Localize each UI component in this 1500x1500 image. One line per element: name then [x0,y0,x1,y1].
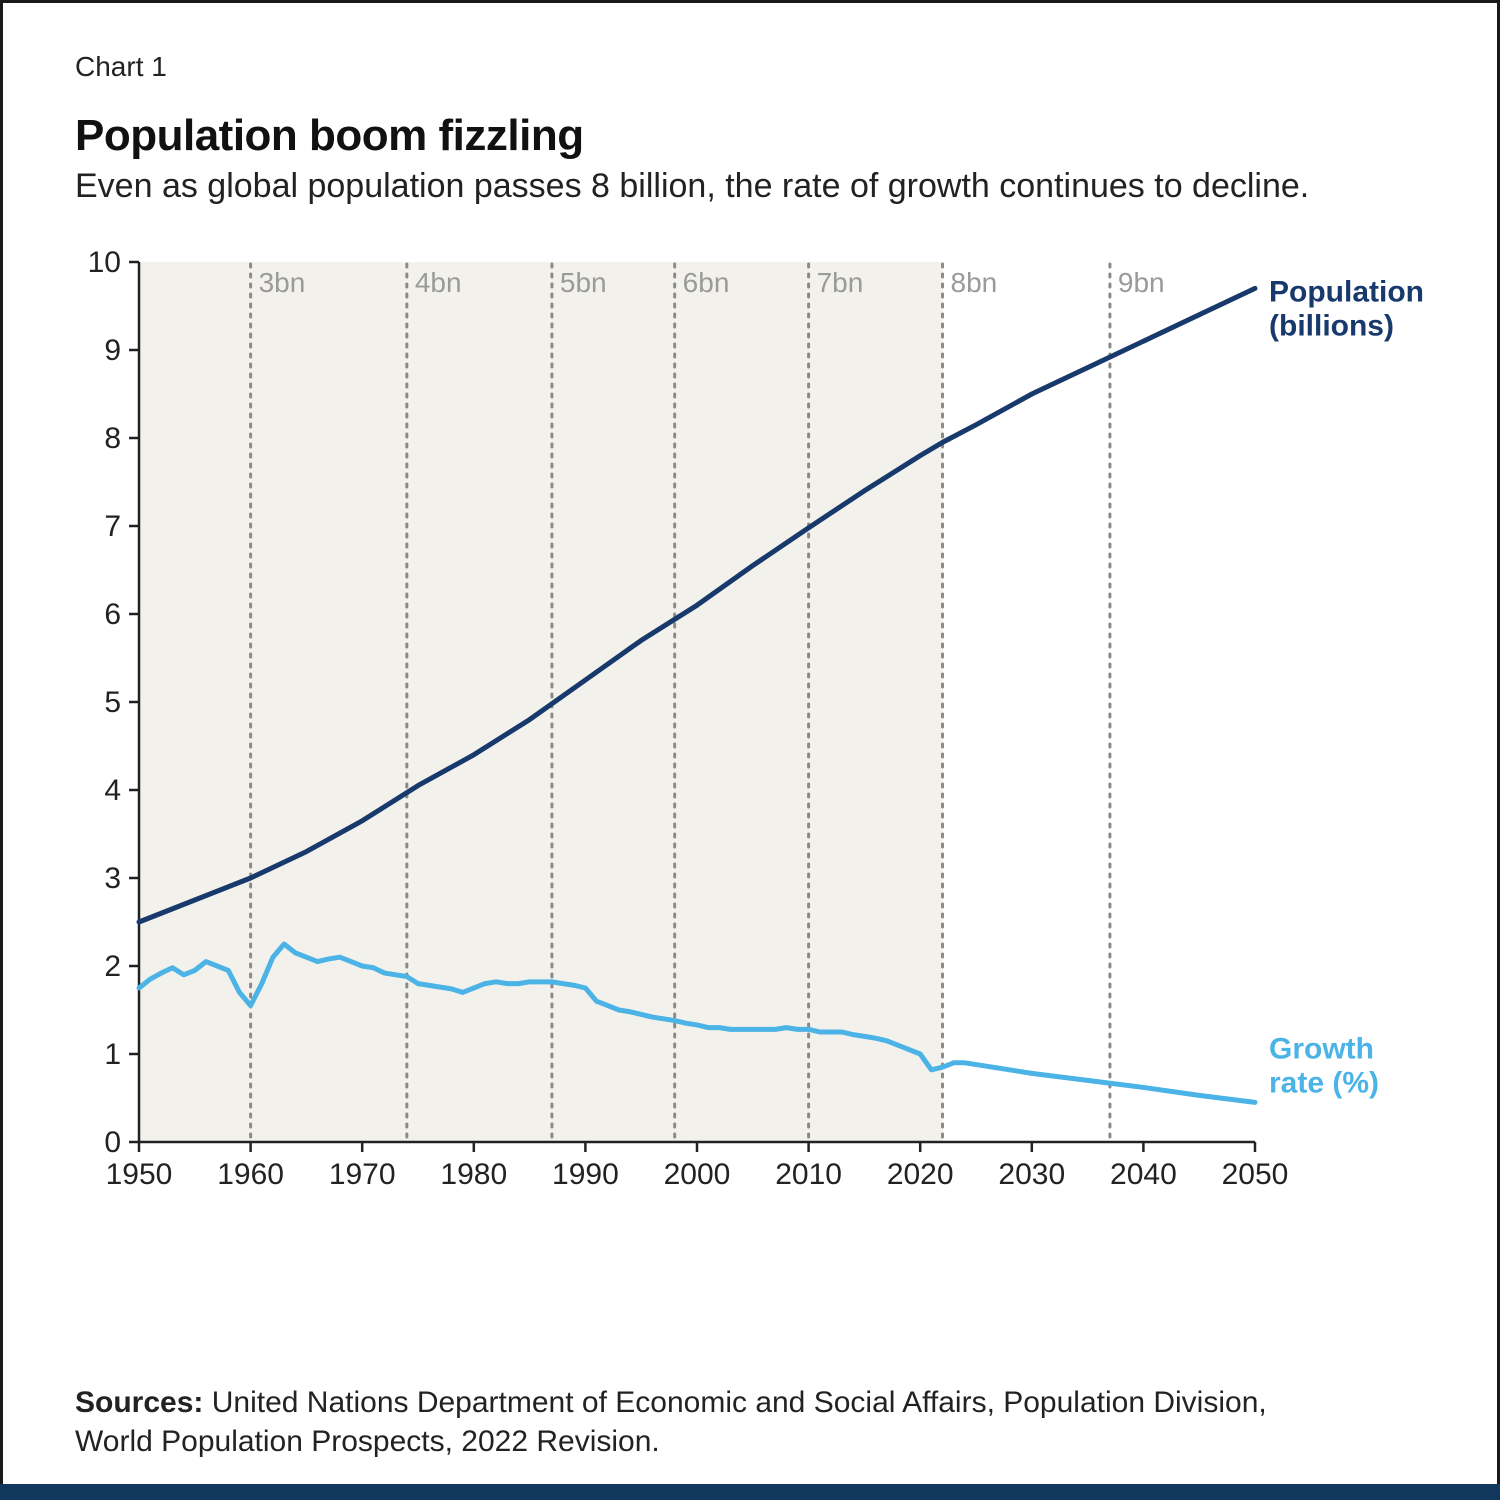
svg-text:7: 7 [104,510,121,543]
sources-lead: Sources: [75,1386,203,1419]
svg-text:1960: 1960 [217,1158,284,1191]
svg-text:1: 1 [104,1038,121,1071]
line-chart-svg: 3bn 4bn 5bn 6bn 7bn 8bn 9bn 0 1 2 3 4 5 6 7 8 9 10 1950 196… [75,242,1455,1202]
plot-area: 3bn 4bn 5bn 6bn 7bn 8bn 9bn 0 1 2 3 4 5 6 7 8 9 10 1950 196… [75,242,1461,1355]
svg-text:2010: 2010 [775,1158,842,1191]
svg-text:2000: 2000 [664,1158,731,1191]
svg-text:Population: Population [1269,276,1424,309]
svg-text:8: 8 [104,422,121,455]
svg-text:10: 10 [88,246,121,279]
chart-title: Population boom fizzling [75,111,1461,161]
svg-text:1980: 1980 [440,1158,507,1191]
chart-sources: Sources: United Nations Department of Ec… [75,1383,1275,1461]
svg-text:rate (%): rate (%) [1269,1066,1379,1099]
svg-text:Growth: Growth [1269,1032,1374,1065]
svg-text:1950: 1950 [106,1158,173,1191]
svg-text:1990: 1990 [552,1158,619,1191]
svg-text:5bn: 5bn [560,267,607,298]
svg-text:6: 6 [104,598,121,631]
svg-text:9: 9 [104,334,121,367]
svg-text:5: 5 [104,686,121,719]
svg-text:9bn: 9bn [1118,267,1165,298]
svg-text:0: 0 [104,1126,121,1159]
chart-card: Chart 1 Population boom fizzling Even as… [0,0,1500,1500]
svg-text:4bn: 4bn [415,267,462,298]
footer-bar [0,1484,1500,1500]
svg-text:4: 4 [104,774,121,807]
svg-text:2040: 2040 [1110,1158,1177,1191]
svg-text:7bn: 7bn [817,267,864,298]
svg-text:2050: 2050 [1222,1158,1289,1191]
svg-text:6bn: 6bn [683,267,730,298]
svg-text:1970: 1970 [329,1158,396,1191]
sources-text: United Nations Department of Economic an… [75,1386,1267,1458]
svg-text:2: 2 [104,950,121,983]
svg-text:3: 3 [104,862,121,895]
svg-text:2030: 2030 [998,1158,1065,1191]
svg-text:2020: 2020 [887,1158,954,1191]
svg-text:8bn: 8bn [951,267,998,298]
svg-text:3bn: 3bn [259,267,306,298]
svg-text:(billions): (billions) [1269,310,1394,343]
chart-subtitle: Even as global population passes 8 billi… [75,167,1461,206]
chart-number: Chart 1 [75,51,1461,83]
